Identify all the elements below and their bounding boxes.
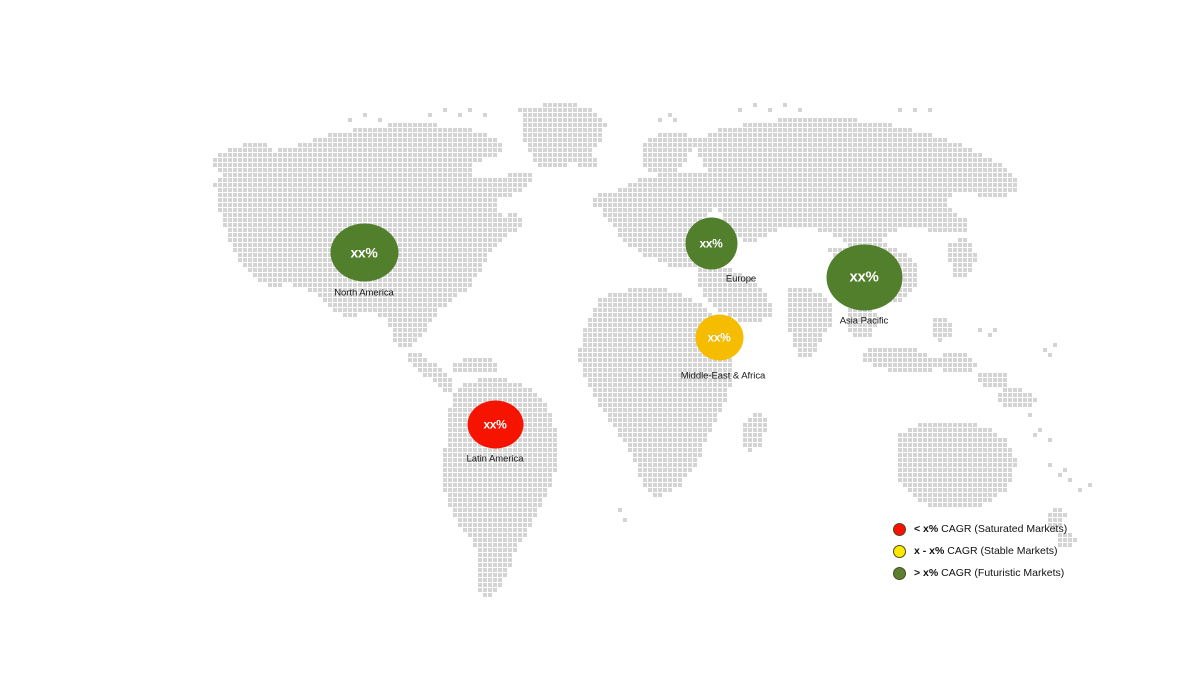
legend-dot-saturated <box>893 522 906 536</box>
bubble-value-asia-pacific: xx% <box>849 268 879 286</box>
region-bubble-europe[interactable]: xx% Europe <box>685 217 756 283</box>
legend-dot-stable <box>893 544 906 558</box>
legend-row-saturated[interactable]: < x% CAGR (Saturated Markets) <box>893 518 1067 540</box>
legend-dot-futuristic <box>893 566 906 580</box>
bubble-value-europe: xx% <box>699 236 723 250</box>
bubble-circle-north-america[interactable]: xx% <box>330 223 398 281</box>
bubble-value-middle-east-africa: xx% <box>707 330 731 344</box>
map-dot-grid <box>213 103 1092 597</box>
region-bubble-north-america[interactable]: xx% North America <box>330 223 398 297</box>
bubble-label-europe: Europe <box>725 273 757 284</box>
bubble-circle-latin-america[interactable]: xx% <box>467 400 523 448</box>
bubble-label-north-america: North America <box>334 287 394 298</box>
legend-text-stable: x - x% CAGR (Stable Markets) <box>914 544 1058 557</box>
bubble-label-asia-pacific: Asia Pacific <box>839 315 889 326</box>
legend-row-futuristic[interactable]: > x% CAGR (Futuristic Markets) <box>893 562 1067 584</box>
map-dots-path <box>213 103 1092 597</box>
bubble-value-north-america: xx% <box>350 244 378 260</box>
region-bubble-middle-east-africa[interactable]: xx% Middle-East & Africa <box>681 314 765 380</box>
region-bubble-latin-america[interactable]: xx% Latin America <box>467 400 524 463</box>
bubble-circle-asia-pacific[interactable]: xx% <box>826 244 902 310</box>
bubble-circle-europe[interactable]: xx% <box>685 217 737 269</box>
region-bubble-asia-pacific[interactable]: xx% Asia Pacific <box>826 244 902 325</box>
legend-text-futuristic: > x% CAGR (Futuristic Markets) <box>914 566 1065 579</box>
bubble-label-latin-america: Latin America <box>466 453 524 464</box>
cagr-legend: < x% CAGR (Saturated Markets) x - x% CAGR… <box>893 518 1067 584</box>
bubble-label-middle-east-africa: Middle-East & Africa <box>680 370 766 381</box>
legend-text-saturated: < x% CAGR (Saturated Markets) <box>914 522 1068 535</box>
bubble-circle-middle-east-africa[interactable]: xx% <box>695 314 743 360</box>
legend-row-stable[interactable]: x - x% CAGR (Stable Markets) <box>893 540 1067 562</box>
bubble-value-latin-america: xx% <box>483 417 507 431</box>
